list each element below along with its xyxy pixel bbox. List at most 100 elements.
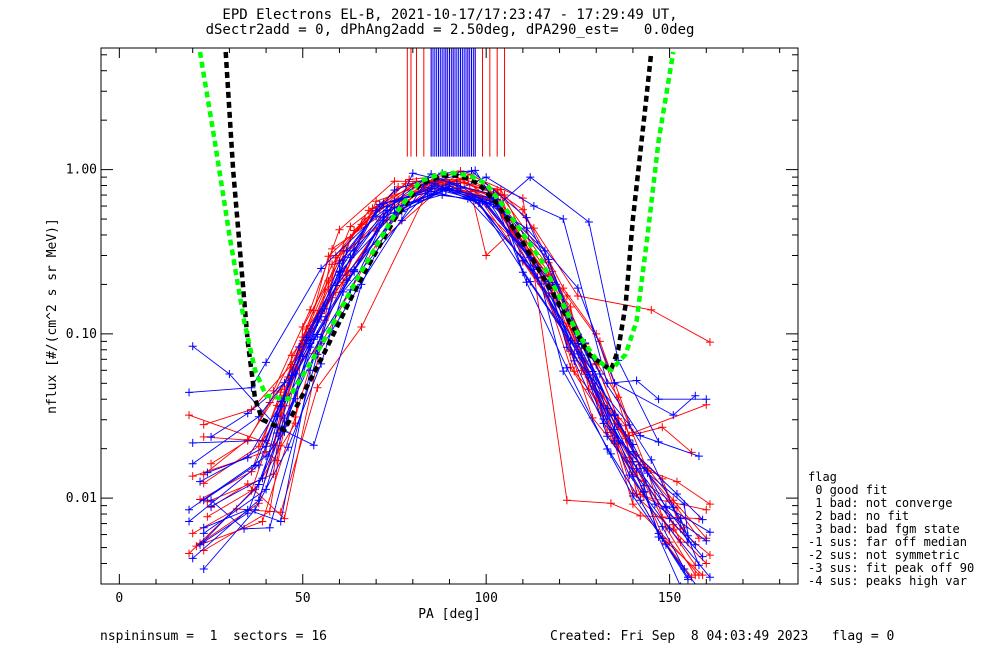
- data-point-red: [559, 284, 568, 293]
- data-point-blue: [625, 435, 634, 444]
- data-point-red: [346, 222, 355, 231]
- data-point-red: [361, 215, 370, 224]
- data-point-blue: [474, 198, 483, 207]
- series-line-red: [196, 181, 700, 576]
- data-point-blue: [526, 277, 535, 286]
- data-point-blue: [199, 565, 208, 574]
- data-point-blue: [188, 554, 197, 563]
- data-point-red: [390, 177, 399, 186]
- data-point-blue: [225, 369, 234, 378]
- fit-curve-black: [223, 51, 654, 433]
- series-line-blue: [210, 169, 660, 530]
- data-point-blue: [570, 349, 579, 358]
- data-point-blue: [676, 514, 685, 523]
- data-point-blue: [196, 477, 205, 486]
- data-point-red: [705, 551, 714, 560]
- data-point-blue: [240, 524, 249, 533]
- data-point-blue: [650, 500, 659, 509]
- legend-item-bad-fgm-state: 3 bad: bad fgm state: [808, 522, 960, 536]
- data-point-blue: [705, 528, 714, 537]
- data-point-red: [276, 508, 285, 517]
- x-tick-label: 50: [295, 591, 311, 606]
- data-point-red: [482, 251, 491, 260]
- data-point-blue: [606, 449, 615, 458]
- data-point-blue: [185, 505, 194, 514]
- data-point-red: [247, 467, 256, 476]
- data-point-blue: [577, 351, 586, 360]
- data-point-blue: [309, 441, 318, 450]
- data-point-blue: [339, 287, 348, 296]
- series-line-blue: [203, 185, 689, 578]
- data-point-blue: [188, 342, 197, 351]
- series-line-red: [188, 180, 700, 539]
- legend-item-fit-peak-off-90: -3 sus: fit peak off 90: [808, 561, 975, 575]
- data-point-red: [636, 511, 645, 520]
- data-point-blue: [636, 496, 645, 505]
- data-point-blue: [705, 573, 714, 582]
- data-point-blue: [695, 585, 703, 593]
- x-tick-label: 0: [115, 591, 123, 606]
- legend-item-not-symmetric: -2 sus: not symmetric: [808, 548, 960, 562]
- series-line-blue: [203, 189, 681, 584]
- legend-item-peaks-high-var: -4 sus: peaks high var: [808, 574, 967, 588]
- data-point-blue: [482, 173, 491, 182]
- data-point-blue: [628, 492, 637, 501]
- data-point-blue: [573, 284, 582, 293]
- data-point-blue: [603, 445, 612, 454]
- legend-item-good-fit: 0 good fit: [808, 483, 888, 497]
- data-point-blue: [610, 410, 619, 419]
- data-point-blue: [207, 496, 216, 505]
- data-point-red: [357, 323, 366, 332]
- data-point-blue: [702, 536, 711, 545]
- data-point-red: [647, 305, 656, 314]
- series-line-blue: [188, 193, 703, 557]
- data-point-blue: [188, 459, 197, 468]
- data-point-blue: [185, 517, 194, 526]
- data-point-red: [232, 504, 241, 513]
- data-point-blue: [379, 216, 388, 225]
- legend-title: flag: [808, 470, 837, 484]
- series-line-red: [210, 185, 711, 505]
- y-axis-label: nflux [#/(cm^2 s sr MeV)]: [45, 218, 60, 414]
- data-point-blue: [375, 200, 384, 209]
- data-point-red: [705, 338, 714, 347]
- series-line-blue: [203, 170, 700, 529]
- data-point-red: [306, 305, 315, 314]
- data-point-blue: [632, 376, 641, 385]
- data-point-blue: [540, 246, 549, 255]
- data-point-blue: [243, 505, 252, 514]
- data-point-blue: [665, 524, 674, 533]
- data-point-red: [672, 477, 681, 486]
- data-point-red: [207, 459, 216, 468]
- data-point-blue: [661, 502, 670, 511]
- data-point-blue: [658, 522, 667, 531]
- data-point-blue: [603, 432, 612, 441]
- data-point-blue: [661, 540, 670, 549]
- data-point-blue: [342, 246, 351, 255]
- data-point-blue: [471, 166, 480, 175]
- data-point-blue: [570, 356, 579, 365]
- data-point-red: [254, 442, 263, 451]
- data-point-blue: [680, 500, 689, 509]
- data-point-blue: [408, 169, 417, 178]
- data-point-blue: [203, 468, 212, 477]
- data-point-red: [628, 500, 637, 509]
- data-point-red: [357, 220, 366, 229]
- footer-spin-info: nspininsum = 1 sectors = 16: [100, 629, 327, 644]
- data-point-red: [562, 496, 571, 505]
- data-point-blue: [559, 367, 568, 376]
- data-point-blue: [595, 369, 604, 378]
- series-line-blue: [192, 189, 689, 580]
- data-point-red: [331, 251, 340, 260]
- data-point-blue: [694, 452, 703, 461]
- data-point-blue: [452, 179, 461, 188]
- data-point-red: [269, 386, 278, 395]
- data-point-blue: [522, 278, 531, 287]
- data-point-red: [199, 479, 208, 488]
- data-point-blue: [276, 517, 285, 526]
- data-point-red: [276, 441, 285, 450]
- data-point-blue: [584, 217, 593, 226]
- plot-area: [185, 48, 714, 593]
- data-point-blue: [427, 183, 436, 192]
